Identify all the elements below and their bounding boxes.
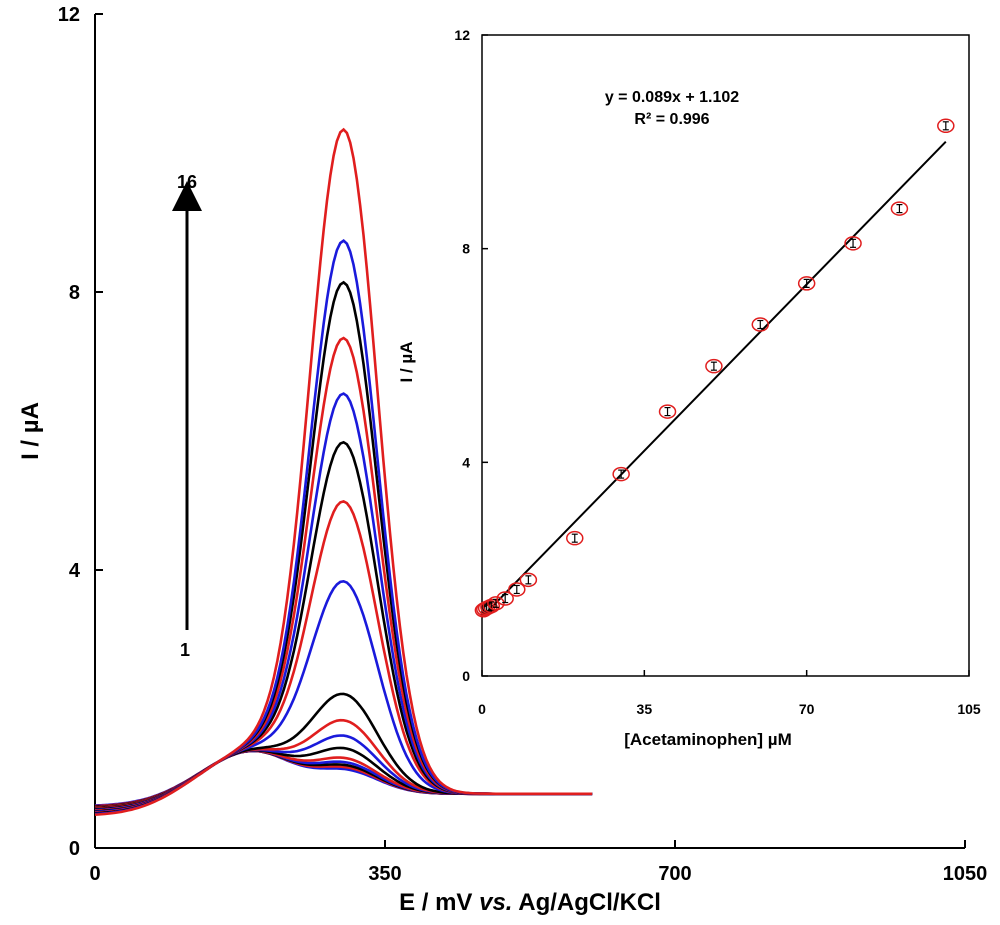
inset-x-tick-label: 35 bbox=[637, 701, 653, 717]
voltammogram-curve-17 bbox=[94, 127, 593, 816]
inset-x-tick-label: 70 bbox=[799, 701, 815, 717]
main-x-axis-title: E / mV vs. Ag/AgCl/KCl bbox=[399, 889, 661, 916]
inset-x-tick-label: 0 bbox=[478, 701, 486, 717]
calibration-point bbox=[751, 317, 770, 332]
inset-x-tick-label: 105 bbox=[957, 701, 981, 717]
calibration-point bbox=[844, 236, 862, 251]
main-y-tick-label: 4 bbox=[69, 560, 81, 582]
calibration-point bbox=[612, 466, 630, 482]
main-y-tick-label: 12 bbox=[58, 4, 80, 26]
inset-y-tick-label: 8 bbox=[462, 241, 470, 257]
inset-frame bbox=[440, 12, 982, 762]
inset-y-tick-label: 0 bbox=[462, 668, 470, 684]
main-y-axis-title: I / µA bbox=[17, 402, 44, 460]
inset-y-tick-label: 4 bbox=[462, 454, 470, 470]
main-x-tick-label: 0 bbox=[89, 863, 100, 885]
calibration-point bbox=[508, 582, 526, 597]
arrow-end-label: 16 bbox=[177, 172, 197, 192]
vs-label: vs. bbox=[479, 889, 512, 916]
arrow-start-label: 1 bbox=[180, 640, 190, 660]
regression-line bbox=[481, 141, 947, 618]
inset-x-axis-title: [Acetaminophen] µM bbox=[624, 730, 792, 749]
calibration-point bbox=[658, 404, 677, 419]
inset-r-squared: R² = 0.996 bbox=[634, 111, 709, 128]
calibration-point bbox=[937, 118, 955, 134]
main-x-tick-label: 1050 bbox=[943, 863, 988, 885]
inset-plot-box bbox=[481, 34, 970, 677]
calibration-point bbox=[890, 201, 909, 216]
main-y-tick-label: 0 bbox=[69, 838, 80, 860]
main-x-tick-label: 700 bbox=[658, 863, 691, 885]
inset-y-axis-title: I / µA bbox=[397, 342, 416, 383]
main-x-tick-label: 350 bbox=[368, 863, 401, 885]
calibration-point bbox=[797, 276, 816, 291]
calibration-point bbox=[496, 591, 514, 606]
inset-equation: y = 0.089x + 1.102 bbox=[605, 89, 739, 106]
calibration-point bbox=[519, 572, 538, 588]
inset-y-tick-label: 12 bbox=[454, 27, 470, 43]
main-y-tick-label: 8 bbox=[69, 282, 80, 304]
calibration-point bbox=[705, 358, 723, 374]
calibration-point bbox=[566, 530, 584, 546]
